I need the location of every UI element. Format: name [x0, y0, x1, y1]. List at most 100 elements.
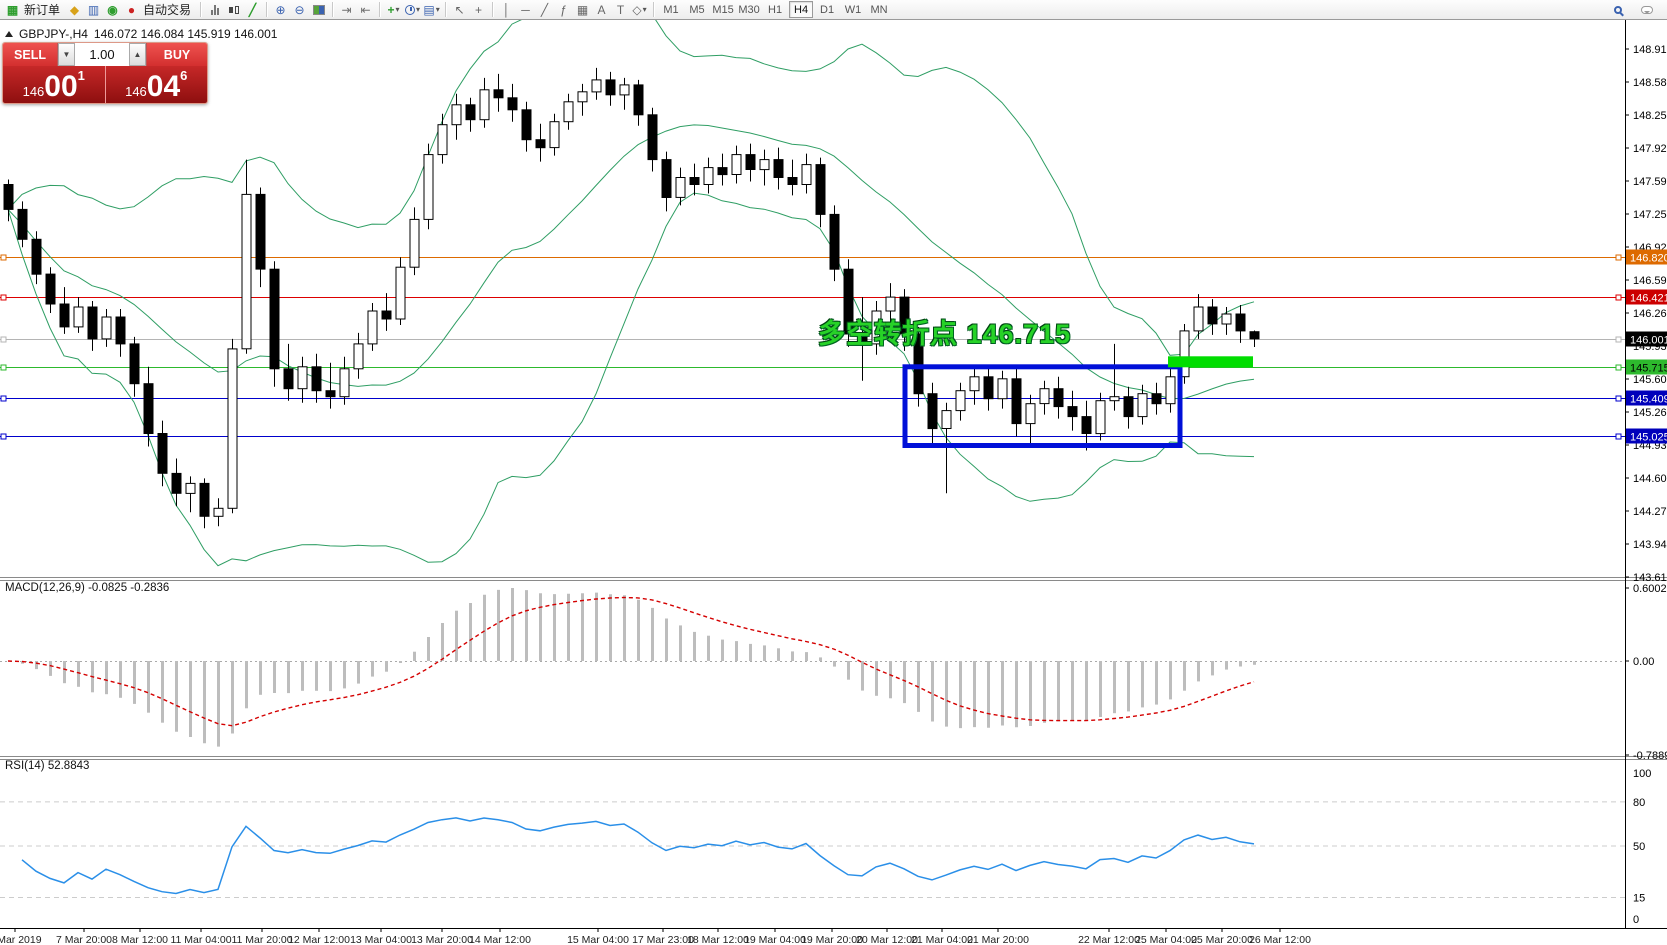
signal-icon[interactable]: ◉	[107, 2, 118, 17]
ohlc-values-label: 146.072 146.084 145.919 146.001	[93, 27, 278, 41]
candlestick-chart-icon[interactable]	[224, 1, 243, 18]
horizontal-line-icon[interactable]: ─	[521, 2, 530, 17]
svg-text:143.610: 143.610	[1633, 572, 1667, 584]
toolbar-separator	[266, 2, 268, 17]
svg-text:145.260: 145.260	[1633, 407, 1667, 419]
volume-value[interactable]: 1.00	[75, 43, 129, 66]
search-icon[interactable]	[1608, 1, 1627, 18]
svg-text:100: 100	[1633, 768, 1651, 780]
svg-text:145.715: 145.715	[1630, 363, 1667, 375]
timeframe-m15-button[interactable]: M15	[712, 3, 734, 16]
templates-icon[interactable]: ▤ ▾	[423, 2, 440, 17]
timeframe-group: M1 M5 M15 M30 H1 H4 D1 W1 MN	[658, 0, 892, 20]
svg-text:26 Mar 12:00: 26 Mar 12:00	[1249, 934, 1311, 945]
svg-text:7 Mar 20:00: 7 Mar 20:00	[56, 934, 112, 945]
crosshair-icon[interactable]: +	[475, 2, 483, 17]
svg-text:21 Mar 20:00: 21 Mar 20:00	[967, 934, 1029, 945]
periods-icon[interactable]: ▾	[403, 1, 422, 18]
sell-button[interactable]: SELL	[3, 43, 57, 66]
new-chart-icon[interactable]: ▦	[6, 2, 19, 17]
toolbar-separator	[653, 2, 655, 17]
svg-text:145.025: 145.025	[1630, 432, 1667, 444]
toolbar-separator	[445, 2, 447, 17]
svg-text:25 Mar 04:00: 25 Mar 04:00	[1135, 934, 1197, 945]
timeframe-d1-button[interactable]: D1	[820, 3, 835, 16]
svg-text:-0.7889: -0.7889	[1633, 750, 1667, 762]
svg-text:146.001: 146.001	[1630, 335, 1667, 347]
history-center-icon[interactable]: ▥	[87, 2, 100, 17]
svg-text:143.940: 143.940	[1633, 539, 1667, 551]
chart-shift-icon[interactable]: ⇤	[360, 2, 371, 17]
svg-text:22 Mar 12:00: 22 Mar 12:00	[1078, 934, 1140, 945]
svg-text:145.600: 145.600	[1633, 374, 1667, 386]
svg-text:14 Mar 12:00: 14 Mar 12:00	[469, 934, 531, 945]
svg-text:144.600: 144.600	[1633, 473, 1667, 485]
svg-text:11 Mar 04:00: 11 Mar 04:00	[170, 934, 231, 945]
rsi-indicator-label: RSI(14) 52.8843	[5, 760, 90, 772]
svg-text:147.250: 147.250	[1633, 209, 1667, 221]
zoom-out-icon[interactable]: ⊖	[294, 2, 305, 17]
chat-icon[interactable]	[1637, 1, 1656, 18]
line-chart-icon[interactable]: ╱	[248, 2, 257, 17]
text-label-icon[interactable]: T	[616, 2, 625, 17]
zoom-in-icon[interactable]: ⊕	[275, 2, 286, 17]
chart-title: GBPJPY-,H4 146.072 146.084 145.919 146.0…	[5, 27, 277, 41]
toolbar-separator	[379, 2, 381, 17]
new-order-button[interactable]: 新订单	[24, 3, 61, 17]
svg-text:147.920: 147.920	[1633, 143, 1667, 155]
main-toolbar: ▦ 新订单 ◆ ▥ ◉ ● 自动交易 ╱ ⊕ ⊖ ⇥ ⇤ + ▾ ▾ ▤ ▾ ↖ +…	[0, 0, 1667, 20]
crystal-icon[interactable]: ◆	[69, 2, 80, 17]
timeframe-m30-button[interactable]: M30	[738, 3, 760, 16]
autotrade-icon[interactable]: ●	[127, 2, 136, 17]
buy-price-display[interactable]: 146 04 6	[105, 66, 207, 103]
one-click-trade-panel: SELL ▼ 1.00 ▲ BUY 146 00 1 146 04 6	[2, 42, 208, 104]
svg-text:21 Mar 04:00: 21 Mar 04:00	[911, 934, 973, 945]
cursor-icon[interactable]: ↖	[454, 2, 465, 17]
shapes-icon[interactable]: ◇ ▾	[632, 2, 647, 17]
sell-price-display[interactable]: 146 00 1	[3, 66, 106, 103]
svg-text:146.421: 146.421	[1630, 293, 1667, 305]
timeframe-m1-button[interactable]: M1	[663, 3, 679, 16]
svg-text:13 Mar 20:00: 13 Mar 20:00	[411, 934, 473, 945]
vertical-line-icon[interactable]: │	[502, 2, 511, 17]
svg-text:147.590: 147.590	[1633, 176, 1667, 188]
trendline-icon[interactable]: ╱	[540, 2, 549, 17]
timeframe-mn-button[interactable]: MN	[870, 3, 888, 16]
svg-text:146.590: 146.590	[1633, 275, 1667, 287]
svg-text:50: 50	[1633, 841, 1645, 853]
bar-chart-icon[interactable]	[205, 1, 224, 18]
svg-text:0.00: 0.00	[1633, 656, 1654, 668]
svg-text:12 Mar 12:00: 12 Mar 12:00	[288, 934, 350, 945]
fibonacci-icon[interactable]: ƒ	[560, 2, 567, 17]
svg-text:148.580: 148.580	[1633, 77, 1667, 89]
timeframe-h1-button[interactable]: H1	[768, 3, 783, 16]
svg-text:13 Mar 04:00: 13 Mar 04:00	[350, 934, 412, 945]
add-indicator-icon[interactable]: + ▾	[387, 2, 400, 17]
volume-decrease-button[interactable]: ▼	[58, 43, 75, 66]
grid-icon[interactable]: ▦	[576, 2, 589, 17]
svg-text:18 Mar 12:00: 18 Mar 12:00	[687, 934, 749, 945]
svg-text:17 Mar 23:00: 17 Mar 23:00	[632, 934, 694, 945]
macd-indicator-label: MACD(12,26,9) -0.0825 -0.2836	[5, 582, 170, 594]
svg-text:15 Mar 04:00: 15 Mar 04:00	[567, 934, 629, 945]
svg-text:25 Mar 20:00: 25 Mar 20:00	[1191, 934, 1253, 945]
svg-text:15: 15	[1633, 892, 1645, 904]
symbol-period-label: GBPJPY-,H4	[19, 27, 88, 41]
toolbar-separator	[200, 2, 202, 17]
main-chart-canvas[interactable]: 148.910 148.580 148.250 147.920 147.590 147.2…	[0, 20, 1667, 945]
buy-button[interactable]: BUY	[147, 43, 207, 66]
auto-scroll-icon[interactable]: ⇥	[341, 2, 352, 17]
collapse-triangle-icon[interactable]	[5, 31, 13, 37]
toolbar-separator	[492, 2, 494, 17]
svg-text:20 Mar 12:00: 20 Mar 12:00	[856, 934, 918, 945]
svg-text:148.250: 148.250	[1633, 110, 1667, 122]
timeframe-h4-button[interactable]: H4	[789, 1, 814, 18]
tile-windows-icon[interactable]	[309, 1, 328, 18]
svg-text:80: 80	[1633, 797, 1645, 809]
autotrade-button[interactable]: 自动交易	[143, 3, 192, 17]
toolbar-separator	[332, 2, 334, 17]
text-icon[interactable]: A	[597, 2, 606, 17]
timeframe-m5-button[interactable]: M5	[689, 3, 705, 16]
volume-increase-button[interactable]: ▲	[129, 43, 146, 66]
timeframe-w1-button[interactable]: W1	[844, 3, 862, 16]
